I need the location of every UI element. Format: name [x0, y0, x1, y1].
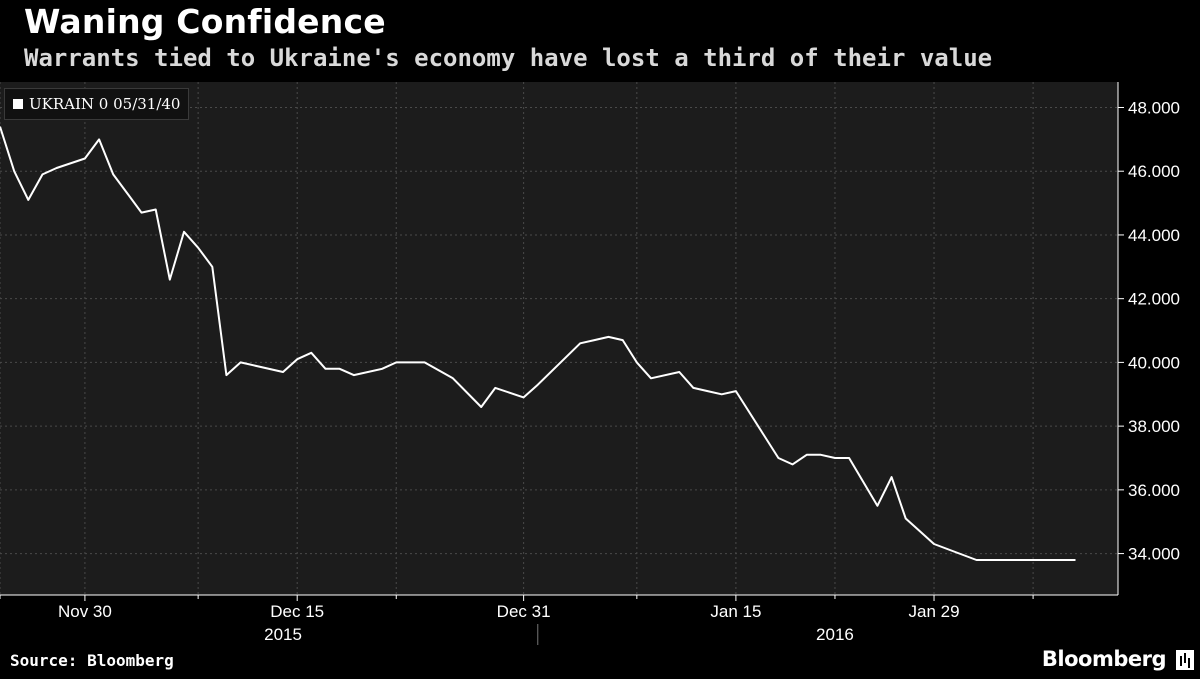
- chart-title: Waning Confidence: [24, 2, 386, 41]
- y-tick-label: 34.000: [1128, 545, 1180, 564]
- bar-chart-icon: [1176, 650, 1194, 670]
- legend-swatch: [13, 99, 23, 109]
- plot-background: [0, 82, 1118, 595]
- y-tick-label: 48.000: [1128, 98, 1180, 117]
- year-label: 2015: [264, 625, 302, 644]
- y-tick-label: 40.000: [1128, 353, 1180, 372]
- year-label: 2016: [816, 625, 854, 644]
- source-note: Source: Bloomberg: [10, 651, 174, 670]
- brand-logo: Bloomberg: [1041, 647, 1167, 671]
- legend: UKRAIN 0 05/31/40: [4, 88, 190, 120]
- x-tick-label: Jan 15: [710, 602, 761, 621]
- y-tick-label: 44.000: [1128, 226, 1180, 245]
- series-line: [0, 126, 1076, 561]
- y-tick-label: 38.000: [1128, 417, 1180, 436]
- y-tick-label: 36.000: [1128, 481, 1180, 500]
- x-tick-label: Nov 30: [58, 602, 112, 621]
- y-tick-label: 46.000: [1128, 162, 1180, 181]
- x-tick-label: Dec 31: [497, 602, 551, 621]
- legend-label: UKRAIN 0 05/31/40: [29, 95, 181, 113]
- x-tick-label: Jan 29: [909, 602, 960, 621]
- chart-subtitle: Warrants tied to Ukraine's economy have …: [24, 44, 993, 72]
- y-tick-label: 42.000: [1128, 290, 1180, 309]
- x-tick-label: Dec 15: [270, 602, 324, 621]
